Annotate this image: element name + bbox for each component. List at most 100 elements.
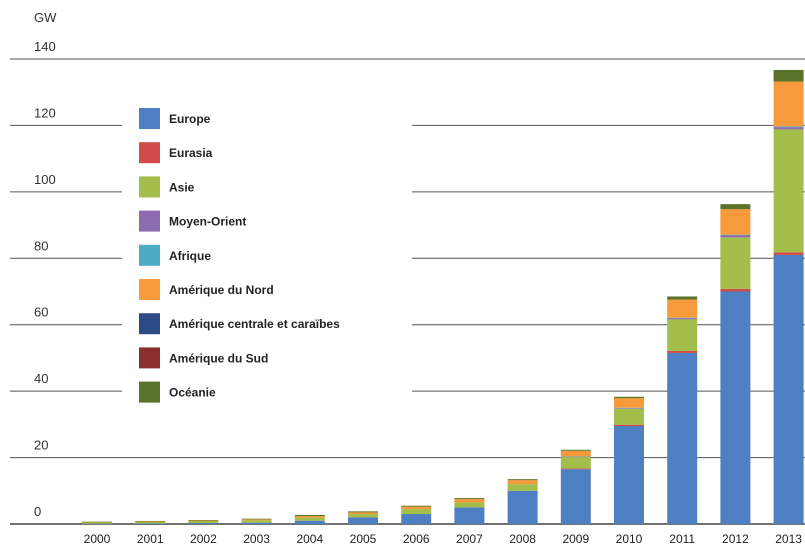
bar-segment <box>294 516 325 518</box>
bar-segment <box>720 288 751 292</box>
y-axis-tick-labels: 0 20 40 60 80 100 120 140 <box>34 39 56 519</box>
bar-segment <box>667 296 698 300</box>
bar-segment <box>294 520 325 524</box>
bar-segment <box>135 522 166 524</box>
bar-segment <box>454 498 485 500</box>
bar-segment <box>454 507 485 524</box>
bar-segment <box>348 514 378 518</box>
legend-background <box>122 98 412 413</box>
bar-segment <box>667 317 698 319</box>
bar-segment <box>82 522 112 523</box>
y-tick-label: 120 <box>34 105 56 120</box>
legend-label: Afrique <box>169 249 211 263</box>
y-unit-label: GW <box>34 10 57 25</box>
bar-segment <box>507 484 538 491</box>
bar-segment <box>720 235 751 238</box>
bar-segment <box>135 523 166 524</box>
x-tick-label: 2010 <box>616 532 643 544</box>
bar-segment <box>188 520 219 522</box>
y-tick-label: 20 <box>34 438 48 453</box>
legend-swatch <box>139 108 160 129</box>
bar-segment <box>241 520 272 523</box>
bar-segment <box>720 209 751 235</box>
x-tick-label: 2005 <box>350 532 377 544</box>
bar-segment <box>135 521 166 523</box>
bar-segment <box>560 469 591 524</box>
bar-segment <box>188 521 219 524</box>
bar-segment <box>560 456 591 457</box>
bar-segment <box>720 237 751 289</box>
bar-segment <box>188 523 219 524</box>
bar-segment <box>507 479 538 481</box>
bar-segment <box>294 517 325 521</box>
bar-segment <box>614 426 644 524</box>
legend-label: Eurasia <box>169 146 213 160</box>
x-tick-label: 2013 <box>775 532 802 544</box>
bar-segment <box>348 511 378 513</box>
bar-segment <box>667 299 698 318</box>
bar-segment <box>773 127 804 130</box>
legend-swatch <box>139 279 160 300</box>
legend-swatch <box>139 381 160 403</box>
bar-segment <box>667 352 698 524</box>
x-axis-tick-labels: 2000 2001 2002 2003 2004 2005 2006 2007 2008 2009… <box>84 532 803 544</box>
bar-segment <box>507 480 538 485</box>
legend-label: Amérique centrale et caraïbes <box>169 317 340 331</box>
bar-segment <box>401 505 432 507</box>
bar-segment <box>188 520 219 521</box>
legend-swatch <box>139 210 160 232</box>
legend-swatch <box>139 347 160 369</box>
bar-segment <box>294 515 325 517</box>
bar-segment <box>614 398 644 408</box>
x-tick-label: 2002 <box>190 532 217 544</box>
x-tick-label: 2007 <box>456 532 483 544</box>
bar-segment <box>614 408 644 425</box>
y-tick-label: 140 <box>34 39 56 54</box>
bar-segment <box>241 519 272 521</box>
bar-segment <box>720 291 751 524</box>
x-tick-label: 2012 <box>722 532 749 544</box>
bar-segment <box>667 318 698 320</box>
bar-segment <box>560 468 591 470</box>
bar-segment <box>454 499 485 503</box>
x-tick-label: 2009 <box>562 532 589 544</box>
x-tick-label: 2011 <box>669 532 695 544</box>
bar-segment <box>82 522 112 524</box>
bar-segment <box>720 204 751 210</box>
bar-segment <box>507 490 538 524</box>
bar-segment <box>82 521 112 523</box>
bar-segment <box>348 517 378 524</box>
bar-segment <box>720 234 751 236</box>
bar-segment <box>667 319 698 351</box>
bar-segment <box>773 129 804 253</box>
legend-swatch <box>139 313 160 335</box>
y-tick-label: 60 <box>34 305 48 320</box>
bar-segment <box>614 408 644 409</box>
bar-segment <box>614 407 644 409</box>
legend-label: Océanie <box>169 386 216 400</box>
bar-segment <box>454 502 485 508</box>
bar-segment <box>348 512 378 515</box>
bar-segment <box>773 252 804 255</box>
bar-segment <box>135 521 166 522</box>
legend-swatch <box>139 142 160 164</box>
y-tick-label: 0 <box>34 504 41 519</box>
bar-segment <box>82 523 112 525</box>
bar-segment <box>773 81 804 127</box>
y-tick-label: 100 <box>34 172 56 187</box>
legend-label: Europe <box>169 112 211 126</box>
bar-segment <box>401 506 432 510</box>
bar-segment <box>560 449 591 451</box>
legend-label: Asie <box>169 180 195 194</box>
bar-segment <box>560 456 591 469</box>
bar-segment <box>773 69 804 82</box>
bar-segment <box>773 254 804 524</box>
x-tick-label: 2004 <box>296 532 323 544</box>
legend-label: Moyen-Orient <box>169 215 246 229</box>
x-tick-label: 2000 <box>84 532 111 544</box>
x-tick-label: 2008 <box>509 532 536 544</box>
bar-segment <box>401 514 432 524</box>
legend-swatch <box>139 176 160 198</box>
legend-swatch <box>139 244 160 266</box>
